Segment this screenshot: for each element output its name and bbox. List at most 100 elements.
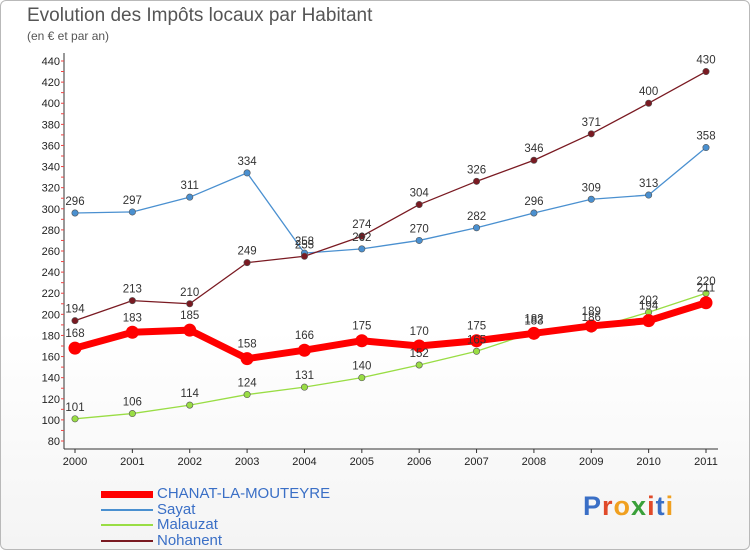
data-label: 313: [639, 178, 658, 190]
data-point: [702, 68, 710, 76]
data-label: 249: [237, 246, 256, 258]
x-tick-label: 2009: [579, 456, 603, 468]
legend-item: Sayat: [101, 501, 195, 518]
data-label: 309: [582, 182, 601, 194]
y-tick-label: 120: [42, 394, 60, 406]
data-point: [645, 191, 653, 199]
data-label: 334: [237, 156, 257, 168]
x-tick-label: 2001: [120, 456, 144, 468]
y-tick-label: 220: [42, 288, 60, 300]
data-point: [358, 232, 366, 240]
data-point: [702, 144, 710, 152]
data-label: 175: [352, 321, 371, 333]
data-point: [183, 323, 197, 337]
data-point: [186, 401, 194, 409]
legend-swatch: [101, 539, 153, 542]
chart-title: Evolution des Impôts locaux par Habitant: [27, 5, 373, 26]
data-label: 311: [181, 180, 199, 192]
data-point: [527, 326, 541, 340]
data-label: 296: [65, 196, 84, 208]
data-point: [300, 252, 308, 260]
data-point: [415, 236, 423, 244]
y-tick-label: 80: [48, 436, 60, 448]
data-label: 182: [524, 313, 543, 325]
y-tick-label: 340: [42, 162, 60, 174]
series-line-sayat: [74, 147, 707, 254]
data-label: 183: [524, 315, 543, 327]
logo-letter: t: [655, 491, 666, 521]
data-point: [125, 325, 139, 339]
x-tick-label: 2000: [63, 456, 87, 468]
data-point: [358, 245, 366, 253]
y-tick-label: 300: [42, 204, 60, 216]
chart-subtitle: (en € et par an): [27, 29, 110, 43]
y-tick-label: 240: [42, 267, 60, 279]
x-tick-label: 2003: [235, 456, 259, 468]
series-line-chanat-la-mouteyre: [74, 299, 708, 363]
data-label: 400: [639, 86, 658, 98]
legend-item: CHANAT-LA-MOUTEYRE: [101, 486, 330, 502]
series-line-malauzat: [74, 292, 707, 420]
data-point: [243, 169, 251, 177]
legend-swatch: [101, 524, 153, 526]
y-tick-label: 200: [42, 309, 60, 321]
data-label: 258: [295, 236, 314, 248]
x-tick-label: 2007: [464, 456, 488, 468]
data-label: 168: [65, 328, 84, 340]
data-point: [358, 374, 366, 382]
data-label: 101: [65, 402, 84, 414]
data-point: [128, 208, 136, 216]
data-label: 210: [180, 287, 199, 299]
y-tick-label: 160: [42, 352, 60, 364]
legend-label: Malauzat: [157, 516, 218, 533]
series-line-nohanent: [74, 70, 707, 322]
data-point: [415, 201, 423, 209]
data-label: 220: [696, 276, 715, 288]
data-label: 152: [410, 348, 429, 360]
x-tick-label: 2005: [350, 456, 374, 468]
data-point: [412, 339, 426, 353]
data-point: [473, 177, 481, 185]
data-point: [355, 334, 369, 348]
data-label: 211: [697, 283, 715, 295]
data-point: [530, 156, 538, 164]
y-tick-label: 320: [42, 183, 60, 195]
y-tick-label: 360: [42, 140, 60, 152]
x-tick-label: 2010: [636, 456, 660, 468]
data-point: [470, 334, 484, 348]
data-label: 255: [295, 239, 314, 251]
proxiti-logo: Proxiti: [583, 491, 674, 522]
x-tick-label: 2004: [292, 456, 316, 468]
y-tick-label: 400: [42, 98, 60, 110]
data-point: [186, 300, 194, 308]
data-label: 346: [524, 143, 543, 155]
data-point: [530, 209, 538, 217]
data-point: [71, 209, 79, 217]
data-point: [587, 130, 595, 138]
y-tick-label: 440: [42, 56, 60, 68]
y-tick-label: 260: [42, 246, 60, 258]
data-point: [297, 343, 311, 357]
x-tick-label: 2008: [522, 456, 546, 468]
data-point: [584, 319, 598, 333]
data-label: 185: [180, 310, 199, 322]
data-point: [587, 195, 595, 203]
data-label: 213: [123, 284, 142, 296]
data-label: 124: [237, 378, 257, 390]
data-label: 194: [65, 304, 85, 316]
data-point: [240, 352, 254, 366]
data-label: 186: [582, 312, 601, 324]
data-label: 358: [696, 131, 715, 143]
y-tick-label: 140: [42, 373, 60, 385]
data-label: 131: [295, 370, 314, 382]
legend-item: Nohanent: [101, 532, 222, 549]
data-point: [415, 361, 423, 369]
data-label: 165: [467, 334, 486, 346]
data-label: 202: [639, 295, 658, 307]
data-point: [473, 347, 481, 355]
legend-swatch: [101, 490, 153, 498]
data-label: 371: [582, 117, 601, 129]
legend-item: Malauzat: [101, 517, 218, 533]
data-point: [300, 383, 308, 391]
